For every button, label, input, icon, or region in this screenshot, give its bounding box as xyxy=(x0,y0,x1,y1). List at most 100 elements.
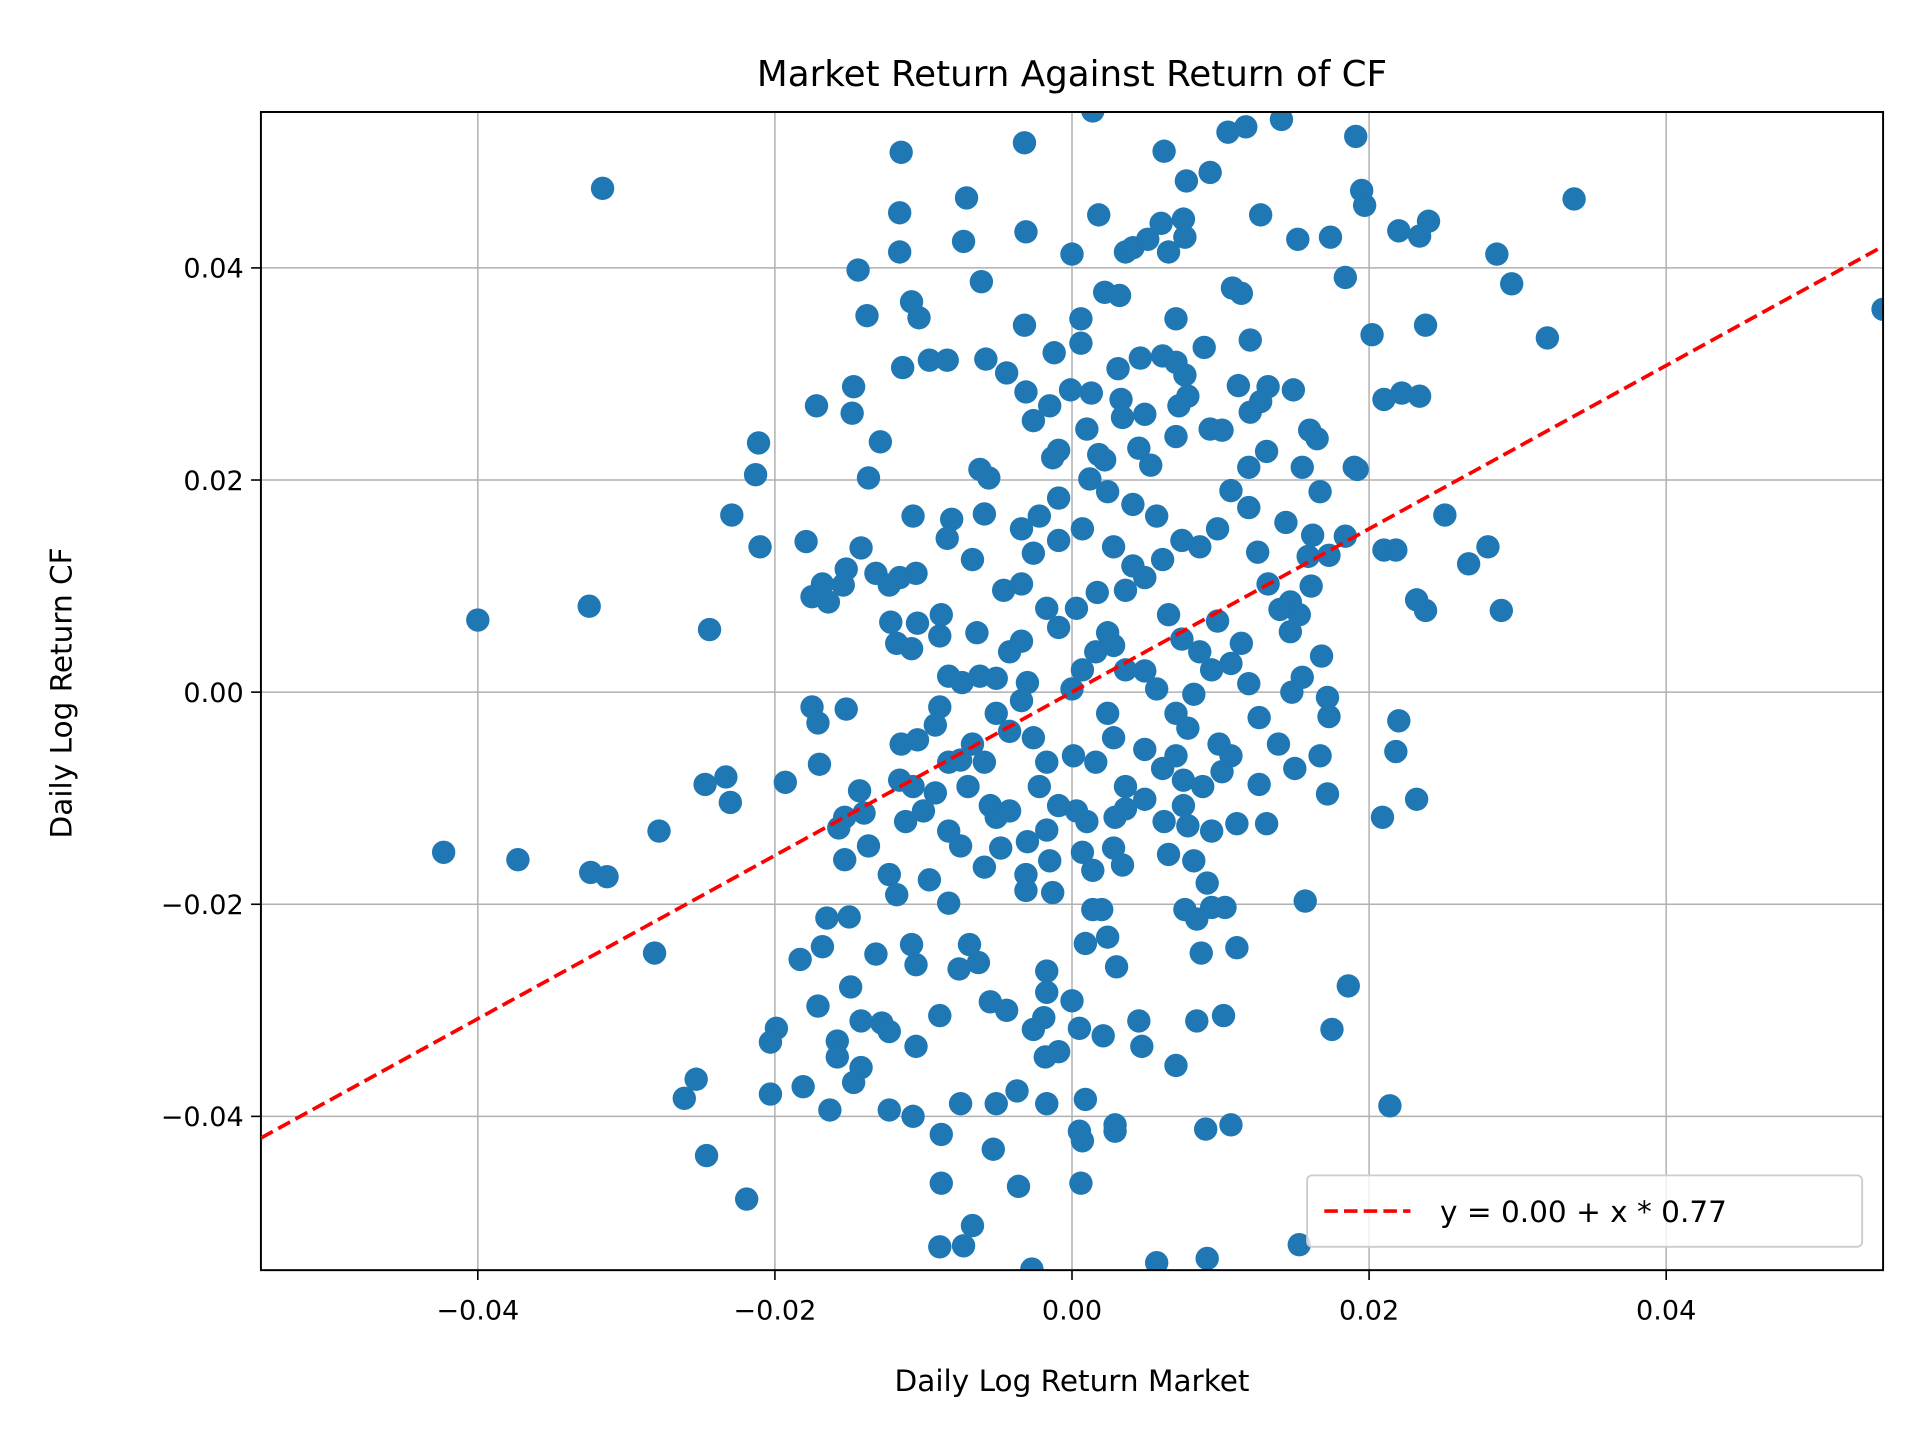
data-point xyxy=(466,608,490,632)
data-point xyxy=(1113,797,1138,821)
data-point xyxy=(818,1098,842,1122)
data-point xyxy=(1060,242,1084,266)
data-point xyxy=(1078,467,1102,491)
x-tick-label: 0.04 xyxy=(1636,1295,1696,1326)
data-point xyxy=(1081,897,1105,922)
data-point xyxy=(974,347,998,371)
data-point xyxy=(917,348,942,372)
data-point xyxy=(1164,744,1188,768)
data-point xyxy=(1109,387,1133,412)
data-point xyxy=(1021,408,1046,433)
data-point xyxy=(1308,744,1332,768)
x-tick-label: 0.00 xyxy=(1042,1295,1102,1326)
data-point xyxy=(1081,112,1105,123)
data-point xyxy=(807,752,832,776)
data-point xyxy=(1038,394,1062,418)
data-point xyxy=(1164,307,1188,331)
data-point xyxy=(1136,227,1160,251)
data-point xyxy=(887,240,912,264)
data-point xyxy=(1095,701,1120,726)
data-point xyxy=(935,348,959,372)
data-point xyxy=(1104,955,1129,979)
data-point xyxy=(841,374,866,399)
data-point xyxy=(864,942,888,966)
data-point xyxy=(1042,341,1066,365)
data-point xyxy=(965,621,989,645)
data-point xyxy=(1274,510,1298,535)
data-point xyxy=(939,507,964,531)
data-point xyxy=(1171,207,1196,231)
data-point xyxy=(1064,596,1089,621)
data-point xyxy=(1133,402,1157,426)
data-point xyxy=(954,186,979,210)
data-point xyxy=(1404,787,1429,811)
data-point xyxy=(1476,535,1500,559)
data-point xyxy=(1182,849,1206,873)
data-point xyxy=(1164,424,1188,449)
data-point xyxy=(1101,535,1126,559)
data-point xyxy=(1174,169,1199,193)
data-point xyxy=(1535,326,1560,350)
data-point xyxy=(1079,381,1104,405)
data-point xyxy=(1245,540,1270,564)
data-point xyxy=(1413,598,1438,623)
data-point xyxy=(1075,417,1099,441)
data-point xyxy=(907,306,931,330)
data-point xyxy=(960,732,985,756)
data-point xyxy=(1046,528,1071,553)
data-point xyxy=(1216,120,1240,144)
data-point xyxy=(1237,455,1261,479)
data-point xyxy=(1309,644,1334,668)
data-point xyxy=(1015,670,1040,695)
data-point xyxy=(901,504,925,528)
data-point xyxy=(1046,486,1071,510)
data-point xyxy=(901,1104,925,1129)
data-point xyxy=(694,1143,719,1168)
data-point xyxy=(1387,709,1411,733)
data-point xyxy=(1085,580,1109,605)
data-point xyxy=(1384,739,1408,764)
data-point xyxy=(1308,479,1332,504)
data-point xyxy=(904,1034,928,1059)
data-point xyxy=(1195,871,1219,895)
data-point xyxy=(984,666,1008,691)
data-point xyxy=(1234,115,1258,139)
chart-title: Market Return Against Return of CF xyxy=(757,54,1387,95)
data-point xyxy=(1562,187,1586,211)
data-point xyxy=(1156,240,1181,264)
data-point xyxy=(1113,578,1138,603)
data-point xyxy=(1156,842,1181,867)
data-point xyxy=(718,790,743,815)
data-point xyxy=(899,932,924,957)
data-point xyxy=(1133,787,1157,811)
data-point xyxy=(1113,658,1138,682)
data-point xyxy=(905,728,930,752)
data-point xyxy=(1035,959,1059,983)
data-point xyxy=(1067,1119,1092,1143)
data-point xyxy=(1171,768,1196,792)
data-point xyxy=(1290,455,1314,479)
data-point xyxy=(868,430,893,454)
data-point xyxy=(984,701,1008,726)
data-point xyxy=(960,547,985,572)
data-point xyxy=(877,862,901,887)
data-point xyxy=(838,975,863,999)
data-point xyxy=(929,603,953,627)
data-point xyxy=(1084,750,1108,774)
data-point xyxy=(1269,112,1294,132)
data-point xyxy=(1237,671,1261,696)
data-point xyxy=(1384,538,1408,562)
data-point xyxy=(773,770,797,794)
data-point xyxy=(1014,220,1038,244)
data-point xyxy=(1144,677,1169,701)
data-point xyxy=(1333,524,1358,548)
data-point xyxy=(1219,478,1243,503)
data-point xyxy=(1268,597,1292,622)
data-point xyxy=(693,772,717,797)
x-tick-label: 0.02 xyxy=(1339,1295,1399,1326)
data-point xyxy=(1247,705,1271,730)
data-point xyxy=(849,536,873,560)
data-point xyxy=(1133,737,1157,762)
data-point xyxy=(877,573,901,597)
